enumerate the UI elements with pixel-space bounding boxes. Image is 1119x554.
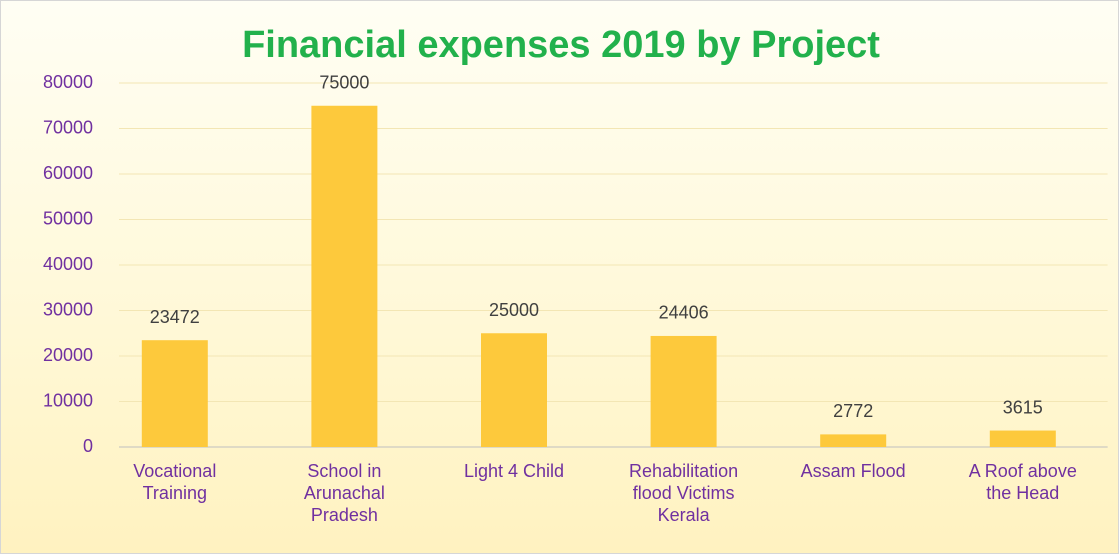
x-tick-label: Vocational Training	[133, 461, 217, 503]
bar	[989, 430, 1056, 447]
y-tick-label: 40000	[43, 254, 93, 274]
data-label: 24406	[659, 303, 709, 323]
data-label: 75000	[319, 73, 369, 93]
y-tick-label: 10000	[43, 390, 93, 410]
x-tick-label: School in Arunachal Pradesh	[303, 461, 385, 525]
data-label: 3615	[1003, 397, 1043, 417]
y-tick-label: 0	[83, 436, 93, 456]
chart-title: Financial expenses 2019 by Project	[242, 24, 880, 66]
bar	[141, 340, 208, 447]
bar	[481, 333, 547, 447]
y-tick-label: 20000	[43, 345, 93, 365]
y-tick-label: 70000	[43, 117, 93, 137]
x-tick-label: Assam Flood	[800, 461, 906, 481]
bar	[311, 105, 378, 447]
x-tick-label: Rehabilitation flood Victims Kerala	[629, 461, 739, 525]
bar	[650, 335, 717, 447]
x-tick-label: A Roof above the Head	[968, 461, 1077, 503]
y-tick-label: 80000	[43, 72, 93, 92]
bar	[820, 434, 887, 447]
x-tick-label: Light 4 Child	[463, 461, 565, 481]
y-tick-label: 60000	[43, 163, 93, 183]
data-label: 23472	[150, 307, 200, 327]
data-label: 25000	[489, 300, 539, 320]
y-tick-label: 50000	[43, 208, 93, 228]
y-tick-label: 30000	[43, 299, 93, 319]
data-label: 2772	[833, 401, 873, 421]
